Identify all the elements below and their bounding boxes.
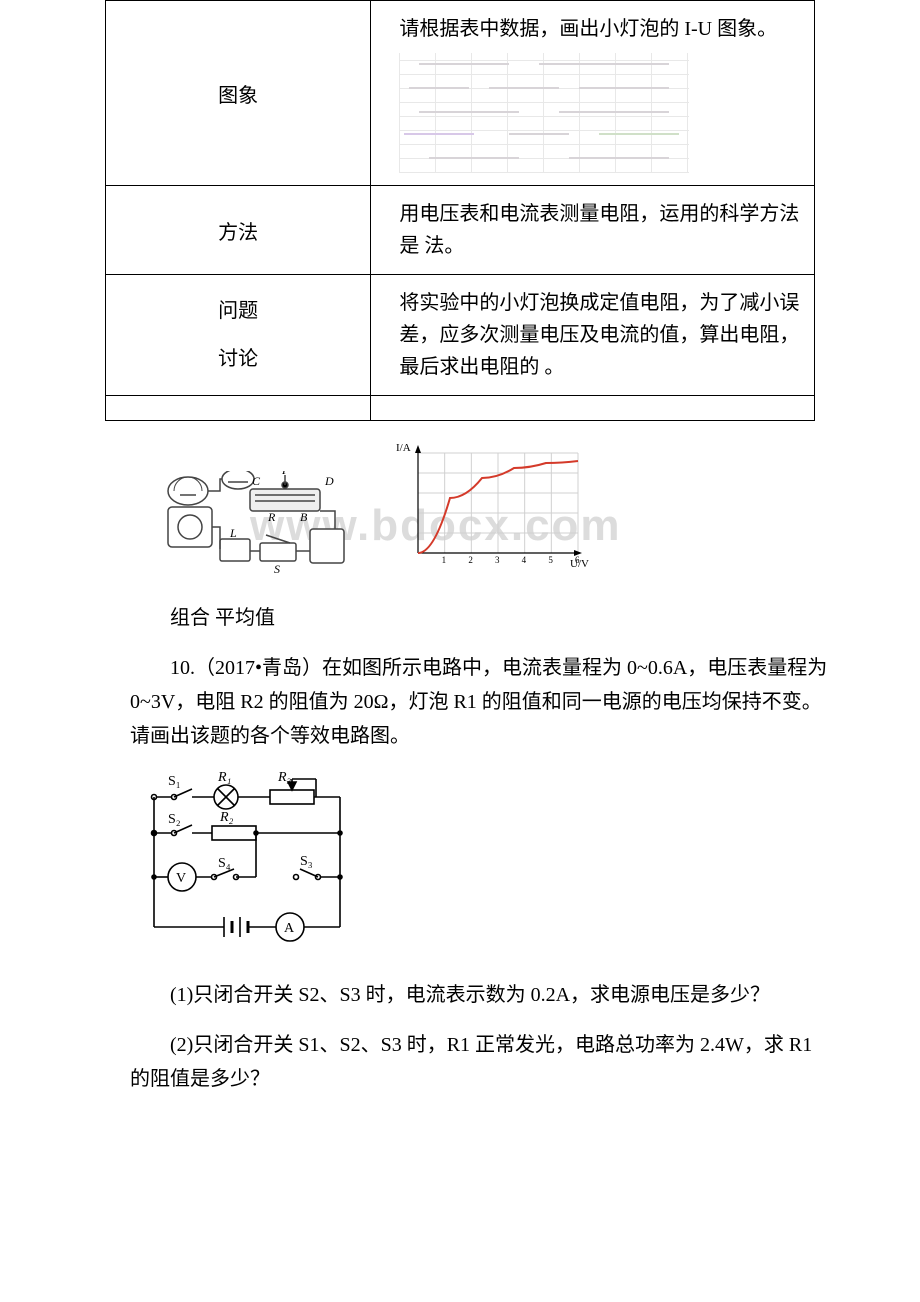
row-label-image: 图象 [106, 1, 371, 186]
x-axis-label: U/V [570, 558, 589, 570]
svg-text:2: 2 [468, 555, 473, 565]
row-label-method: 方法 [106, 186, 371, 275]
label-text-1: 问题 [218, 300, 258, 322]
label-l: L [229, 526, 237, 540]
table-row: 问题 讨论 将实验中的小灯泡换成定值电阻，为了减小误差，应多次测量电压及电流的值… [106, 275, 815, 396]
q10-stem: 10.（2017•青岛）在如图所示电路中，电流表量程为 0~0.6A，电压表量程… [130, 651, 830, 753]
label-p: P [281, 471, 290, 477]
label-r: R [267, 510, 276, 524]
answer-combination-line: 组合 平均值 [130, 601, 830, 635]
table-row: 图象 请根据表中数据，画出小灯泡的 I-U 图象。 [106, 1, 815, 186]
empty-cell [106, 396, 371, 421]
q10-sub1: (1)只闭合开关 S2、S3 时，电流表示数为 0.2A，求电源电压是多少？ [130, 978, 830, 1012]
content-text: 将实验中的小灯泡换成定值电阻，为了减小误差，应多次测量电压及电流的值，算出电阻，… [399, 292, 799, 378]
circuit-diagram: S₁ R₁ R₃ S₂ R₂ S₃ S₄ V A [140, 769, 360, 954]
label-s3: S₃ [300, 854, 313, 869]
blank-chart-grid [399, 53, 689, 173]
content-text: 请根据表中数据，画出小灯泡的 I-U 图象。 [399, 18, 777, 40]
y-axis-label: I/A [396, 442, 411, 454]
svg-text:6: 6 [575, 555, 580, 565]
content-text: 用电压表和电流表测量电阻，运用的科学方法是 法。 [399, 203, 799, 257]
label-a: A [284, 921, 295, 936]
label-text-2: 讨论 [218, 348, 258, 370]
row-content-method: 用电压表和电流表测量电阻，运用的科学方法是 法。 [371, 186, 815, 275]
label-text: 图象 [218, 85, 258, 107]
q10-sub2: (2)只闭合开关 S1、S2、S3 时，R1 正常发光，电路总功率为 2.4W，… [130, 1028, 830, 1096]
label-r1: R₁ [217, 770, 231, 785]
label-r3: R₃ [277, 770, 292, 785]
label-s4: S₄ [218, 856, 231, 871]
svg-text:3: 3 [495, 555, 500, 565]
row-content-image: 请根据表中数据，画出小灯泡的 I-U 图象。 [371, 1, 815, 186]
label-c: C [252, 474, 261, 488]
label-v: V [176, 871, 186, 886]
table-row: 方法 用电压表和电流表测量电阻，运用的科学方法是 法。 [106, 186, 815, 275]
label-s: S [274, 562, 280, 576]
label-s2: S₂ [168, 812, 181, 827]
row-label-discussion: 问题 讨论 [106, 275, 371, 396]
label-r2: R₂ [219, 810, 234, 825]
empty-cell [371, 396, 815, 421]
table-row [106, 396, 815, 421]
row-content-discussion: 将实验中的小灯泡换成定值电阻，为了减小误差，应多次测量电压及电流的值，算出电阻，… [371, 275, 815, 396]
label-text: 方法 [218, 222, 258, 244]
svg-text:5: 5 [548, 555, 553, 565]
svg-text:4: 4 [522, 555, 527, 565]
label-b: B [300, 510, 308, 524]
svg-text:1: 1 [442, 555, 447, 565]
label-d: D [324, 474, 334, 488]
circuit-diagram-block: S₁ R₁ R₃ S₂ R₂ S₃ S₄ V A [140, 769, 920, 960]
iu-chart: I/A U/V 1 2 3 4 5 6 [390, 441, 590, 571]
label-s1: S₁ [168, 774, 181, 789]
experiment-table: 图象 请根据表中数据，画出小灯泡的 I-U 图象。 [105, 0, 815, 421]
figures-row: www.bdocx.com C P [160, 441, 920, 581]
experiment-apparatus-figure: C P D R B L S [160, 471, 370, 576]
